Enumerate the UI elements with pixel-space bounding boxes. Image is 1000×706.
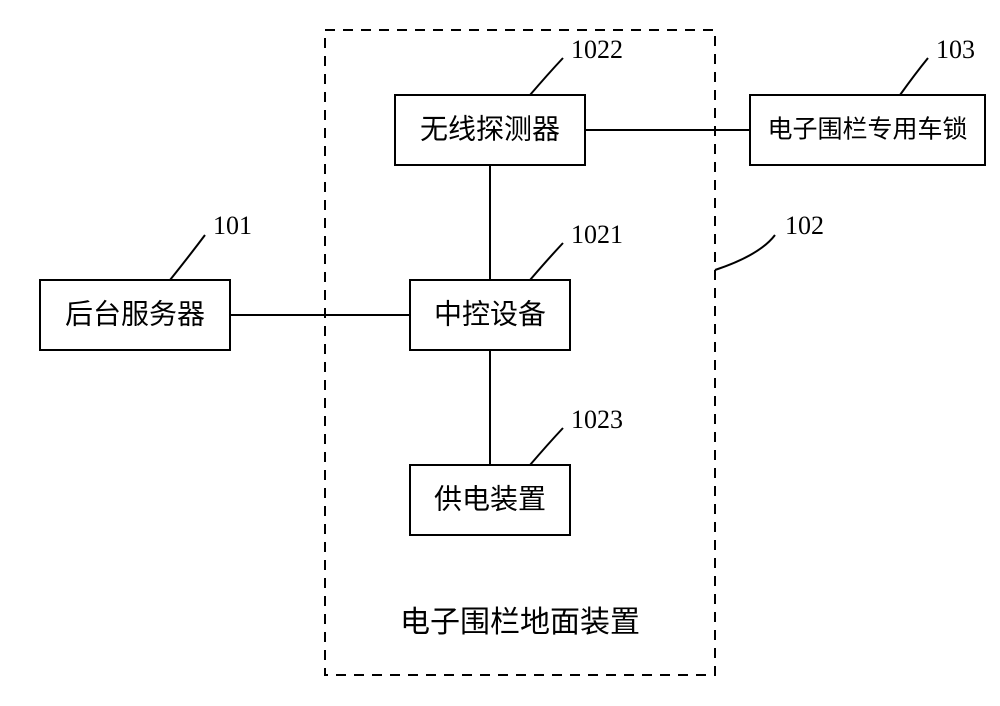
container-ref-leader (715, 235, 775, 270)
ref-number-detector: 1022 (571, 35, 623, 64)
ref-leader-server (170, 235, 205, 280)
node-label-lock: 电子围栏专用车锁 (767, 116, 967, 144)
node-power: 供电装置 1023 (410, 405, 623, 535)
ref-leader-lock (900, 58, 928, 95)
node-detector: 无线探测器 1022 (395, 35, 623, 165)
container-caption: 电子围栏地面装置 (400, 606, 640, 639)
node-label-detector: 无线探测器 (420, 113, 560, 145)
node-label-server: 后台服务器 (65, 298, 205, 330)
ref-number-server: 101 (213, 211, 252, 240)
node-server: 后台服务器 101 (40, 211, 252, 350)
node-label-controller: 中控设备 (434, 298, 546, 330)
node-controller: 中控设备 1021 (410, 220, 623, 350)
node-label-power: 供电装置 (434, 483, 546, 515)
system-block-diagram: 电子围栏地面装置 102 后台服务器 101 无线探测器 1022 中控设备 1021 供电… (0, 0, 1000, 706)
ref-leader-controller (530, 243, 563, 280)
nodes-group: 后台服务器 101 无线探测器 1022 中控设备 1021 供电装置 1023 电子围栏专用车… (40, 35, 985, 535)
node-lock: 电子围栏专用车锁 103 (750, 35, 985, 165)
container-ref-number: 102 (785, 211, 824, 240)
ref-number-controller: 1021 (571, 220, 623, 249)
ref-leader-detector (530, 58, 563, 95)
ref-leader-power (530, 428, 563, 465)
ref-number-power: 1023 (571, 405, 623, 434)
ref-number-lock: 103 (936, 35, 975, 64)
